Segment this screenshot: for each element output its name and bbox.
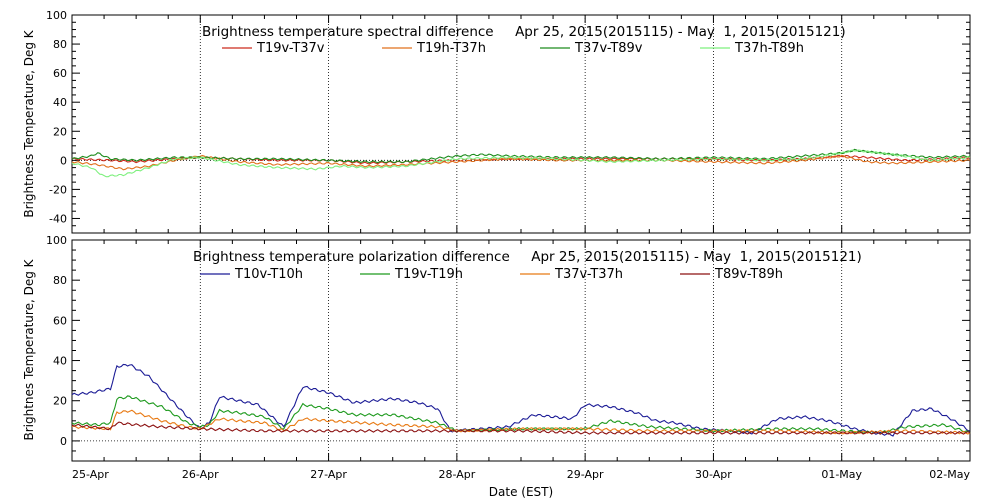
y-tick-label: 0 [60,154,67,167]
legend-label: T37h-T89h [734,41,804,56]
y-tick-label: 20 [53,395,67,408]
series-line [71,363,971,437]
chart-title: Brightness temperature spectral differen… [202,24,846,40]
gridlines [72,15,970,233]
y-tick-label: -40 [49,212,67,225]
y-axis-ticks: 0 20 40 60 80 100 [46,234,970,462]
spectral-difference-panel: -40 -20 0 20 40 60 80 100 Brightness temperatur… [22,9,971,234]
y-tick-label: 100 [46,234,67,247]
legend-label: T10v-T10h [234,267,303,282]
x-tick-label: 01-May [821,468,862,481]
x-axis-ticks [71,15,971,233]
x-axis-label: Date (EST) [489,485,553,499]
x-tick-label: 27-Apr [310,468,347,481]
legend-label: T19v-T37v [256,41,325,56]
x-axis-ticks: 25-Apr 26-Apr 27-Apr 28-Apr 29-Apr 30-Apr 01-M… [71,240,971,481]
y-tick-label: 60 [53,67,67,80]
series-line [71,421,971,435]
y-tick-label: 20 [53,125,67,138]
y-tick-label: 80 [53,274,67,287]
y-tick-label: -20 [49,183,67,196]
x-tick-label: 26-Apr [182,468,219,481]
plot-frame [71,14,971,234]
series-line [71,409,971,435]
y-tick-label: 40 [53,355,67,368]
y-tick-label: 40 [53,96,67,109]
series-line [71,149,971,178]
legend-label: T89v-T89h [714,267,783,282]
series-line [71,154,971,171]
gridlines [72,240,970,461]
chart-title: Brightness temperature polarization diff… [193,249,862,265]
x-tick-label: 29-Apr [567,468,604,481]
y-axis-label: Brightness Temperature, Deg K [22,29,36,217]
x-tick-label: 02-May [929,468,970,481]
legend: T19v-T37v T19h-T37h T37v-T89v T37h-T89h [222,41,804,56]
y-tick-label: 80 [53,38,67,51]
series-lines [71,363,971,437]
plot-frame [71,239,971,462]
series-lines [71,148,971,178]
x-tick-label: 25-Apr [72,468,109,481]
legend: T10v-T10h T19v-T19h T37v-T37h T89v-T89h [200,267,783,282]
legend-label: T37v-T37h [554,267,623,282]
x-tick-label: 28-Apr [438,468,475,481]
y-tick-label: 100 [46,9,67,22]
legend-label: T19h-T37h [416,41,486,56]
x-tick-label: 30-Apr [695,468,732,481]
y-axis-label: Brightnes Temperature, Deg K [22,258,36,440]
legend-label: T19v-T19h [394,267,463,282]
polarization-difference-panel: 0 20 40 60 80 100 25-Apr 26-Apr 27-Apr 28-Apr 29-… [22,234,971,499]
y-axis-ticks: -40 -20 0 20 40 60 80 100 [46,9,970,234]
y-tick-label: 0 [60,435,67,448]
legend-label: T37v-T89v [574,41,643,56]
y-tick-label: 60 [53,314,67,327]
series-line [71,148,971,164]
